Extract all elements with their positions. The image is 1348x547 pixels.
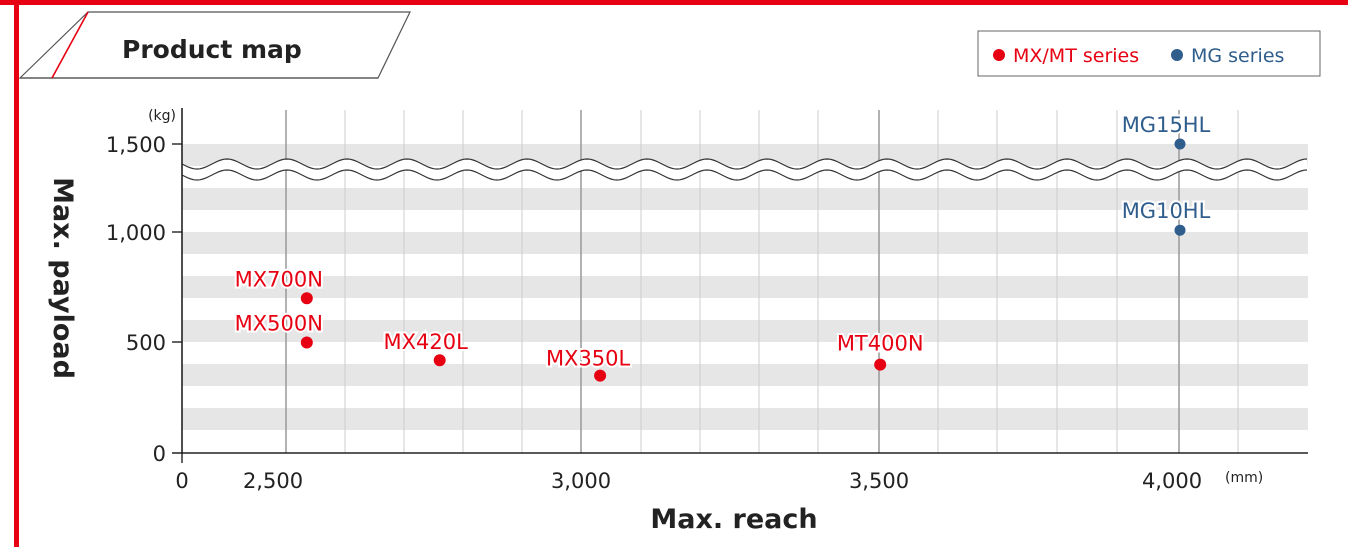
legend-marker-mxmt: [993, 49, 1005, 61]
x-unit-label: (mm): [1225, 470, 1263, 486]
legend-label-mxmt: MX/MT series: [1013, 45, 1139, 67]
x-tick-label: 2,500: [243, 469, 303, 493]
axis-break-gap: [182, 159, 1308, 180]
x-tick-label: 4,000: [1142, 469, 1202, 493]
data-point-mg10hl: [1174, 224, 1186, 236]
data-point-mx700n: [300, 292, 313, 305]
axes: [172, 108, 1308, 463]
y-unit-label: (kg): [148, 108, 176, 124]
data-label-mx350l: MX350L: [546, 347, 631, 371]
legend: MX/MT series MG series: [977, 30, 1321, 77]
data-point-mx500n: [300, 336, 313, 349]
band: [182, 408, 1308, 430]
data-label-mg15hl: MG15HL: [1122, 113, 1211, 137]
y-axis-title: Max. payload: [47, 177, 78, 379]
data-label-mx420l: MX420L: [384, 330, 469, 354]
data-label-mx700n: MX700N: [235, 267, 323, 291]
legend-box: [977, 30, 1321, 77]
background-bands: [182, 144, 1308, 430]
y-tick-label: 500: [126, 331, 166, 355]
data-label-mt400n: MT400N: [837, 332, 924, 356]
y-tick-labels: 1,500 1,000 500 0 (kg): [106, 108, 176, 466]
page-title: Product map: [122, 35, 302, 64]
x-tick-label: 0: [175, 469, 188, 493]
band: [182, 232, 1308, 254]
x-axis-title: Max. reach: [650, 504, 817, 535]
data-point-mx420l: [433, 354, 446, 367]
title-tab: Product map: [18, 11, 411, 79]
y-tick-label: 0: [153, 442, 166, 466]
frame-left-border: [14, 0, 19, 547]
x-tick-labels: 0 2,500 3,000 3,500 4,000 (mm): [175, 469, 1263, 493]
axis-break-line-bottom: [181, 169, 1308, 181]
title-tab-accent: [51, 11, 89, 79]
x-tick-label: 3,000: [551, 469, 611, 493]
band: [182, 276, 1308, 298]
data-point-mg15hl: [1174, 138, 1186, 150]
data-point-mt400n: [874, 358, 887, 371]
data-points: MX700N MX500N MX420L MX350L MT400N MG15HL MG10…: [233, 111, 1213, 382]
frame-top-border: [0, 0, 1348, 5]
axis-break-line-top: [181, 158, 1308, 170]
data-label-mx500n: MX500N: [235, 312, 323, 336]
data-label-mg10hl: MG10HL: [1122, 199, 1211, 223]
y-tick-label: 1,000: [106, 221, 166, 245]
legend-marker-mg: [1171, 49, 1183, 61]
x-tick-label: 3,500: [849, 469, 909, 493]
legend-label-mg: MG series: [1191, 45, 1284, 67]
y-tick-label: 1,500: [106, 133, 166, 157]
axis-break: [181, 158, 1308, 181]
band: [182, 320, 1308, 342]
data-point-mx350l: [594, 369, 607, 382]
band: [182, 364, 1308, 386]
